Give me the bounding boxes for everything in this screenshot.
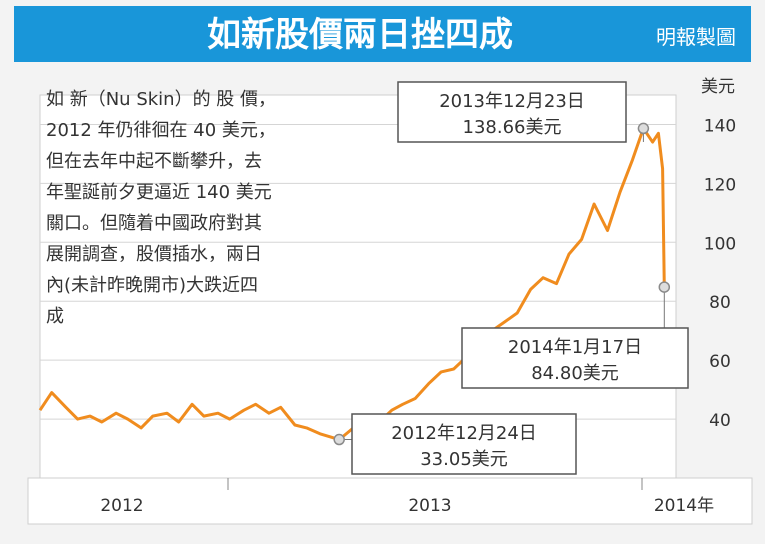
y-tick-label: 80 (709, 293, 731, 313)
y-tick-label: 100 (704, 234, 736, 254)
annotation-price: 84.80美元 (531, 363, 619, 384)
y-tick-label: 120 (704, 175, 736, 195)
description-line: 年聖誕前夕更逼近 140 美元 (46, 182, 272, 203)
description-line: 成 (46, 306, 64, 327)
y-tick-label: 60 (709, 352, 731, 372)
annotation-price: 138.66美元 (463, 117, 562, 138)
annotation-box (397, 81, 627, 143)
annotation-box (461, 327, 689, 389)
description-line: 2012 年仍徘徊在 40 美元， (46, 120, 276, 141)
description-line: 內(未計昨晚開市)大跌近四 (46, 275, 258, 296)
description-block: 如 新（Nu Skin）的 股 價， 2012 年仍徘徊在 40 美元， 但在去年中… (46, 89, 276, 327)
chart-title: 如新股價兩日挫四成 (207, 15, 513, 55)
y-axis-unit: 美元 (701, 77, 735, 97)
x-tick-label: 2013 (408, 496, 451, 516)
x-axis-band (27, 477, 753, 525)
annotation-price: 33.05美元 (420, 449, 508, 470)
x-tick-label: 2012 (100, 496, 143, 516)
annotation-date: 2013年12月23日 (439, 91, 585, 112)
annotation-marker (658, 281, 671, 293)
credit-label: 明報製圖 (656, 25, 736, 49)
description-line: 關口。但隨着中國政府對其 (46, 213, 262, 234)
annotation-date: 2014年1月17日 (508, 337, 642, 358)
x-axis: 2012 2013 2014年 (100, 478, 714, 516)
description-line: 但在去年中起不斷攀升，去 (46, 151, 262, 172)
annotation-date: 2012年12月24日 (391, 423, 537, 444)
annotation-layer: 2012年12月24日 33.05美元 2013年12月23日 138.66美元 201… (333, 81, 689, 475)
y-tick-label: 140 (704, 116, 736, 136)
title-band (14, 6, 751, 62)
axis-layer: 40 60 80 100 120 140 美元 (701, 77, 736, 431)
x-tick-label: 2014年 (654, 496, 714, 516)
annotation-marker (333, 433, 345, 446)
annotation-box (351, 413, 577, 475)
description-line: 展開調查，股價插水，兩日 (46, 244, 262, 265)
annotation-marker (637, 122, 650, 135)
description-line: 如 新（Nu Skin）的 股 價， (46, 89, 276, 110)
y-tick-label: 40 (709, 411, 731, 431)
